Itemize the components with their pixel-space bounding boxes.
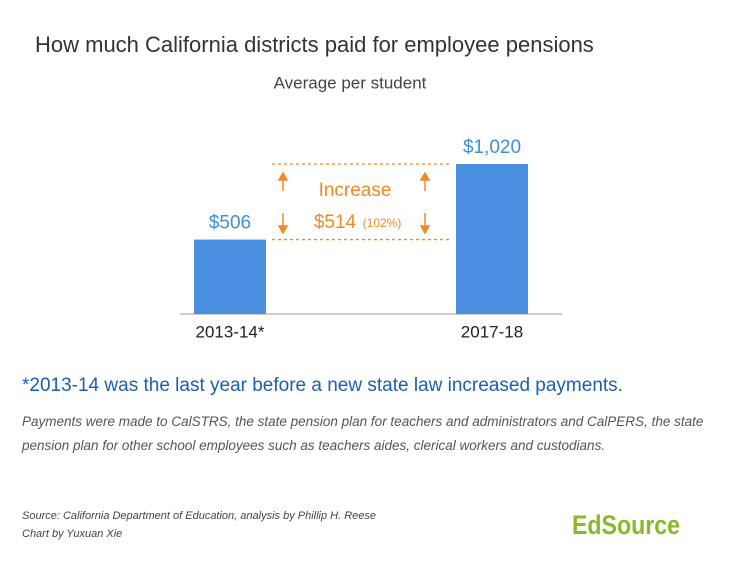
logo: EdSource bbox=[572, 510, 680, 540]
annotation-amount: $514 bbox=[314, 212, 357, 233]
bar bbox=[194, 239, 266, 314]
x-tick-label: 2017-18 bbox=[461, 322, 523, 341]
bar bbox=[456, 163, 528, 314]
value-label: $1,020 bbox=[463, 137, 521, 158]
note: Payments were made to CalSTRS, the state… bbox=[22, 414, 704, 453]
annotation-label: Increase bbox=[319, 180, 392, 201]
value-label: $506 bbox=[209, 213, 251, 234]
chart-title: How much California districts paid for e… bbox=[35, 32, 594, 57]
chart-subtitle: Average per student bbox=[274, 73, 427, 92]
x-tick-label: 2013-14* bbox=[195, 322, 264, 341]
credit: Chart by Yuxuan Xie bbox=[22, 528, 122, 540]
source: Source: California Department of Educati… bbox=[22, 510, 376, 522]
footnote: *2013-14 was the last year before a new … bbox=[22, 375, 623, 396]
annotation-percent: (102%) bbox=[363, 216, 402, 230]
arrows bbox=[277, 171, 431, 235]
